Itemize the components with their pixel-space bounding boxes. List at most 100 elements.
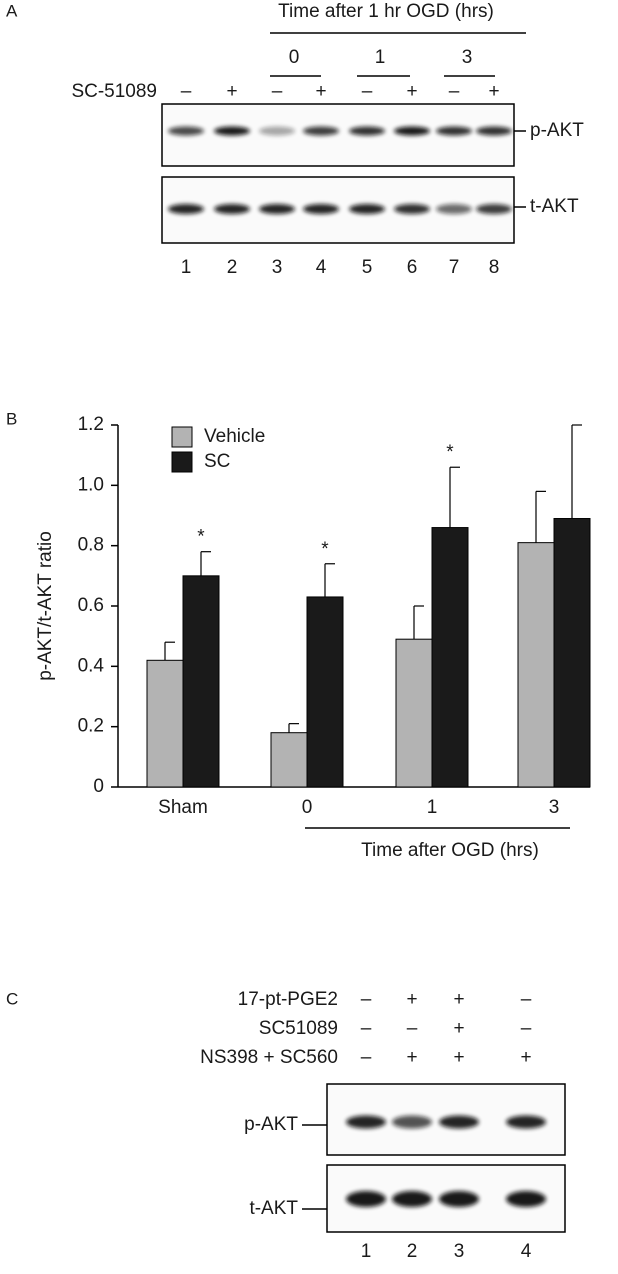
blot-label: t-AKT	[530, 196, 579, 217]
x-group-title: Time after OGD (hrs)	[361, 840, 539, 861]
sign: –	[407, 1018, 418, 1039]
significance: *	[197, 527, 205, 548]
sign: –	[362, 81, 373, 102]
sign: –	[272, 81, 283, 102]
y-tick-label: 1.0	[78, 474, 104, 495]
band	[394, 126, 430, 136]
sign: –	[361, 1047, 372, 1068]
sign: +	[453, 1047, 464, 1068]
band	[476, 204, 512, 214]
band	[506, 1191, 546, 1207]
band	[303, 126, 339, 136]
band	[349, 204, 385, 214]
sign: +	[406, 81, 417, 102]
sign: –	[449, 81, 460, 102]
y-tick-label: 0.8	[78, 535, 104, 556]
band	[392, 1191, 432, 1207]
sign: –	[521, 1018, 532, 1039]
lane-number: 8	[489, 257, 500, 278]
lane-number: 3	[454, 1241, 465, 1262]
lane-number: 4	[521, 1241, 532, 1262]
treatment-label: SC51089	[259, 1018, 338, 1039]
bar	[182, 575, 220, 788]
blot-label: t-AKT	[249, 1198, 298, 1219]
sign: +	[453, 989, 464, 1010]
lane-number: 2	[227, 257, 238, 278]
treatment-label: NS398 + SC560	[200, 1047, 338, 1068]
band	[439, 1115, 479, 1129]
treatment-label: SC-51089	[71, 81, 157, 102]
band	[436, 126, 472, 136]
sign: +	[226, 81, 237, 102]
sign: +	[406, 1047, 417, 1068]
treatment-label: 17-pt-PGE2	[238, 989, 338, 1010]
band	[476, 126, 512, 136]
band	[259, 126, 295, 136]
bar	[517, 542, 555, 788]
legend-swatch	[171, 451, 193, 473]
blot-label: p-AKT	[530, 120, 584, 141]
bar	[395, 638, 433, 788]
band	[346, 1115, 386, 1129]
lane-number: 4	[316, 257, 327, 278]
bar	[431, 527, 469, 788]
band	[168, 126, 204, 136]
y-tick-label: 1.2	[78, 414, 104, 435]
lane-number: 1	[181, 257, 192, 278]
band	[349, 126, 385, 136]
bar	[146, 659, 184, 788]
x-tick-label: Sham	[158, 797, 208, 818]
lane-number: 1	[361, 1241, 372, 1262]
sign: –	[361, 989, 372, 1010]
y-tick-label: 0	[93, 776, 104, 797]
x-tick-label: 3	[549, 797, 560, 818]
y-tick-label: 0.6	[78, 595, 104, 616]
bar	[306, 596, 344, 788]
band	[394, 204, 430, 214]
sign: –	[361, 1018, 372, 1039]
panel-label: A	[6, 1, 18, 20]
blot-label: p-AKT	[244, 1114, 298, 1135]
bar	[553, 518, 591, 788]
band	[346, 1191, 386, 1207]
y-axis-title: p-AKT/t-AKT ratio	[35, 531, 56, 681]
band	[214, 126, 250, 136]
y-tick-label: 0.4	[78, 655, 105, 676]
panel-label: B	[6, 409, 17, 428]
significance: *	[321, 539, 329, 560]
x-tick-label: 0	[302, 797, 313, 818]
legend-label: SC	[204, 451, 230, 472]
sign: +	[315, 81, 326, 102]
sign: +	[453, 1018, 464, 1039]
x-tick-label: 1	[427, 797, 438, 818]
band	[214, 204, 250, 214]
time-group: 3	[462, 47, 473, 68]
significance: *	[446, 442, 454, 463]
lane-number: 2	[407, 1241, 418, 1262]
sign: +	[520, 1047, 531, 1068]
panel-label: C	[6, 989, 18, 1008]
band	[436, 204, 472, 214]
band	[439, 1191, 479, 1207]
lane-number: 3	[272, 257, 283, 278]
sign: –	[181, 81, 192, 102]
sign: +	[406, 989, 417, 1010]
bar	[270, 732, 308, 788]
sign: +	[488, 81, 499, 102]
time-header: Time after 1 hr OGD (hrs)	[278, 1, 494, 22]
band	[392, 1115, 432, 1129]
lane-number: 7	[449, 257, 460, 278]
band	[168, 204, 204, 214]
lane-number: 5	[362, 257, 373, 278]
sign: –	[521, 989, 532, 1010]
lane-number: 6	[407, 257, 418, 278]
band	[506, 1115, 546, 1129]
band	[303, 204, 339, 214]
band	[259, 204, 295, 214]
legend-label: Vehicle	[204, 426, 265, 447]
y-tick-label: 0.2	[78, 716, 104, 737]
time-group: 1	[375, 47, 386, 68]
legend-swatch	[171, 426, 193, 448]
time-group: 0	[289, 47, 300, 68]
